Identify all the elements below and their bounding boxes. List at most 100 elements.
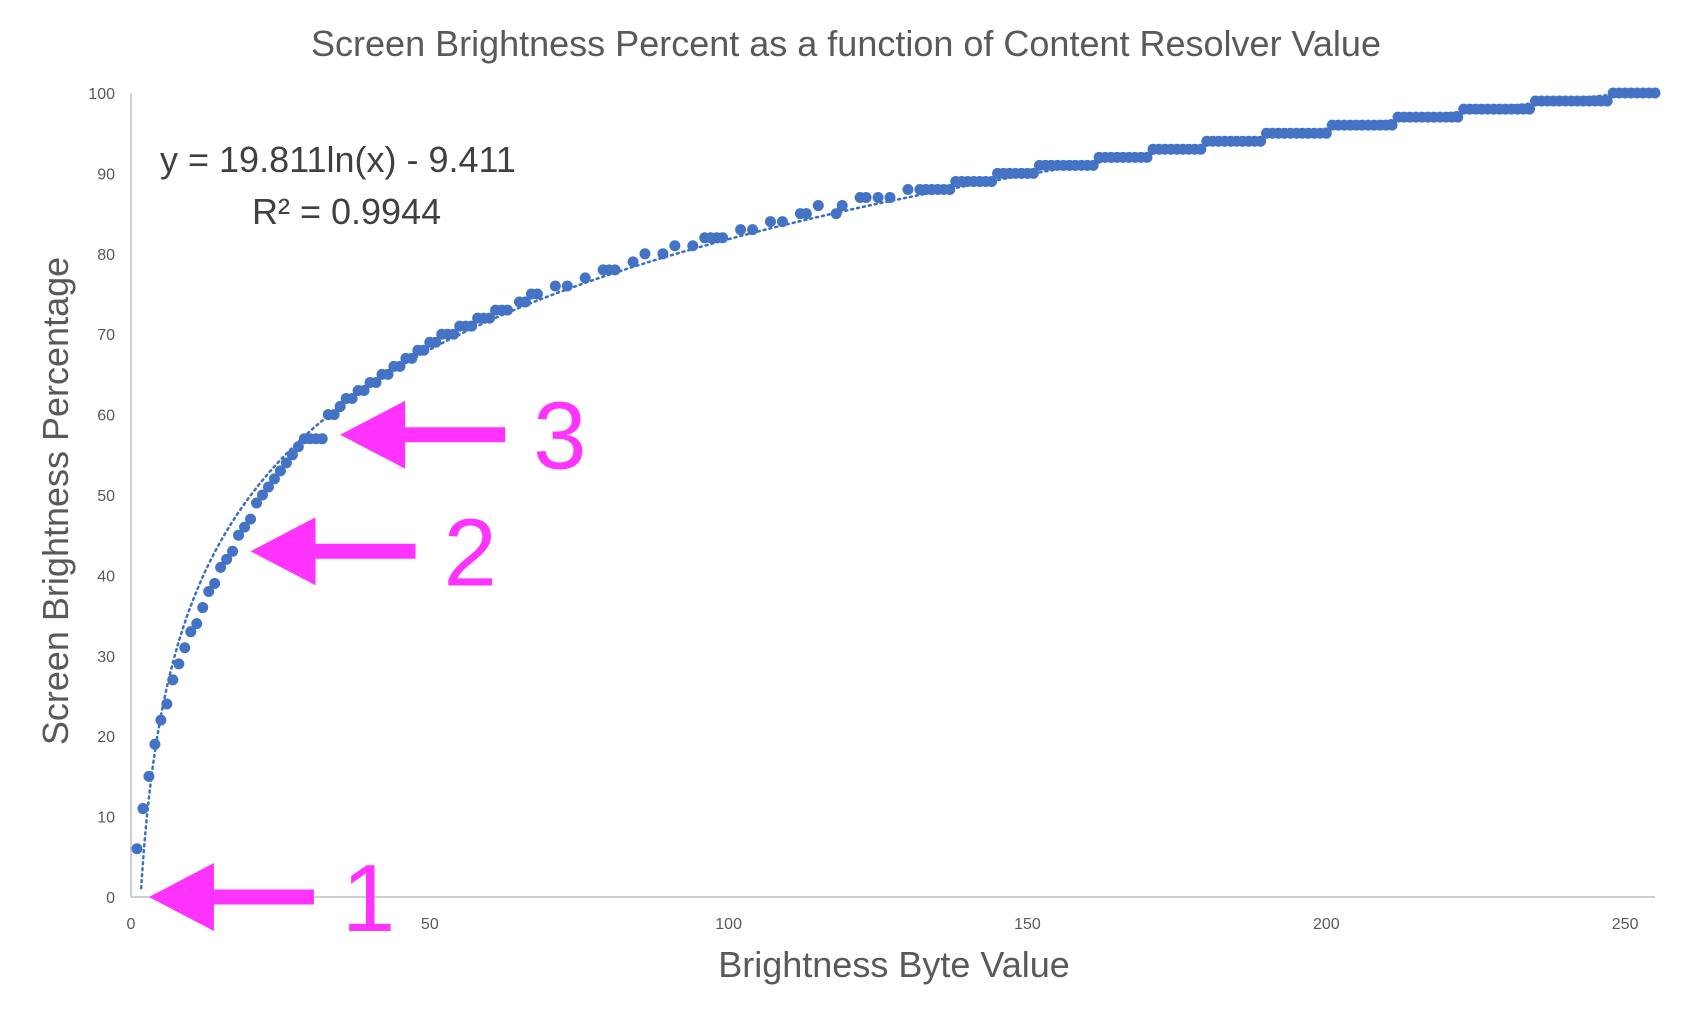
data-point [609, 264, 621, 276]
data-point [448, 328, 460, 340]
trendline-equation: y = 19.811ln(x) - 9.411 R² = 0.9944 [160, 139, 516, 232]
left-arrow-icon [148, 863, 314, 931]
data-point [776, 216, 788, 228]
data-point [669, 240, 681, 252]
data-point [328, 409, 340, 421]
data-point [233, 529, 245, 541]
y-tick-label: 80 [97, 247, 115, 264]
data-point [245, 513, 257, 525]
x-axis-title: Brightness Byte Value [718, 944, 1070, 985]
data-point [627, 256, 639, 268]
data-point [1195, 143, 1207, 155]
data-point [131, 843, 143, 855]
data-point [167, 674, 179, 686]
data-point [502, 304, 514, 316]
y-tick-label: 60 [97, 408, 115, 425]
data-point [531, 288, 543, 300]
data-point [370, 376, 382, 388]
data-point [191, 618, 203, 630]
data-point [812, 200, 824, 212]
annotation-label: 1 [342, 845, 395, 952]
left-arrow-icon [340, 400, 506, 469]
data-point [334, 401, 346, 413]
annotation-1: 1 [148, 845, 395, 952]
x-tick-label: 200 [1313, 916, 1340, 933]
data-point [1523, 103, 1535, 115]
data-point [316, 433, 328, 445]
data-point [418, 344, 430, 356]
data-point [1255, 135, 1267, 147]
data-point [986, 175, 998, 187]
data-point [519, 296, 531, 308]
data-point [268, 473, 280, 485]
data-point [286, 449, 298, 461]
data-point [209, 577, 221, 589]
x-tick-labels: 0 50 100 150 200 250 [127, 916, 1639, 933]
data-point [872, 192, 884, 204]
data-point [406, 352, 418, 364]
x-tick-label: 100 [715, 916, 742, 933]
x-tick-label: 250 [1612, 916, 1639, 933]
data-point [860, 192, 872, 204]
y-tick-label: 0 [106, 890, 115, 907]
data-point [549, 280, 561, 292]
data-point [161, 698, 173, 710]
data-point [358, 384, 370, 396]
data-point [173, 658, 185, 670]
data-point [143, 770, 155, 782]
data-point [764, 216, 776, 228]
data-point [1601, 95, 1613, 107]
y-tick-labels: 0 10 20 30 40 50 60 70 80 90 100 [88, 86, 115, 907]
chart-title: Screen Brightness Percent as a function … [311, 23, 1381, 64]
data-point [430, 336, 442, 348]
data-point [394, 360, 406, 372]
data-point [830, 208, 842, 220]
data-points [131, 87, 1661, 855]
data-point [579, 272, 591, 284]
data-point [221, 553, 233, 565]
data-point [1320, 127, 1332, 139]
left-arrow-icon [250, 517, 416, 586]
data-point [227, 545, 239, 557]
trendline-equation-text: y = 19.811ln(x) - 9.411 [160, 139, 516, 180]
y-tick-label: 20 [97, 729, 115, 746]
data-point [484, 312, 496, 324]
data-point [1087, 159, 1099, 171]
data-point [687, 240, 699, 252]
data-point [1027, 167, 1039, 179]
x-tick-label: 150 [1014, 916, 1041, 933]
data-point [155, 714, 167, 726]
data-point [657, 248, 669, 260]
data-point [884, 192, 896, 204]
data-point [203, 585, 215, 597]
data-point [179, 642, 191, 654]
data-point [1141, 151, 1153, 163]
y-tick-label: 50 [97, 488, 115, 505]
data-point [466, 320, 478, 332]
data-point [239, 521, 251, 533]
annotation-3: 3 [340, 383, 587, 490]
data-point [717, 232, 729, 244]
y-axis-title: Screen Brightness Percentage [35, 257, 76, 745]
data-point [346, 393, 358, 405]
data-point [149, 738, 161, 750]
data-point [292, 441, 304, 453]
data-point [735, 224, 747, 236]
y-tick-label: 100 [88, 86, 115, 103]
data-point [215, 561, 227, 573]
data-point [197, 602, 209, 614]
data-point [639, 248, 651, 260]
y-tick-label: 30 [97, 649, 115, 666]
data-point [280, 457, 292, 469]
y-tick-label: 10 [97, 810, 115, 827]
annotation-arrows: 1 23 [148, 383, 587, 952]
y-tick-label: 90 [97, 166, 115, 183]
data-point [256, 489, 268, 501]
data-point [262, 481, 274, 493]
annotation-label: 3 [533, 383, 586, 490]
data-point [274, 465, 286, 477]
annotation-2: 2 [250, 499, 497, 606]
x-tick-label: 0 [127, 916, 136, 933]
